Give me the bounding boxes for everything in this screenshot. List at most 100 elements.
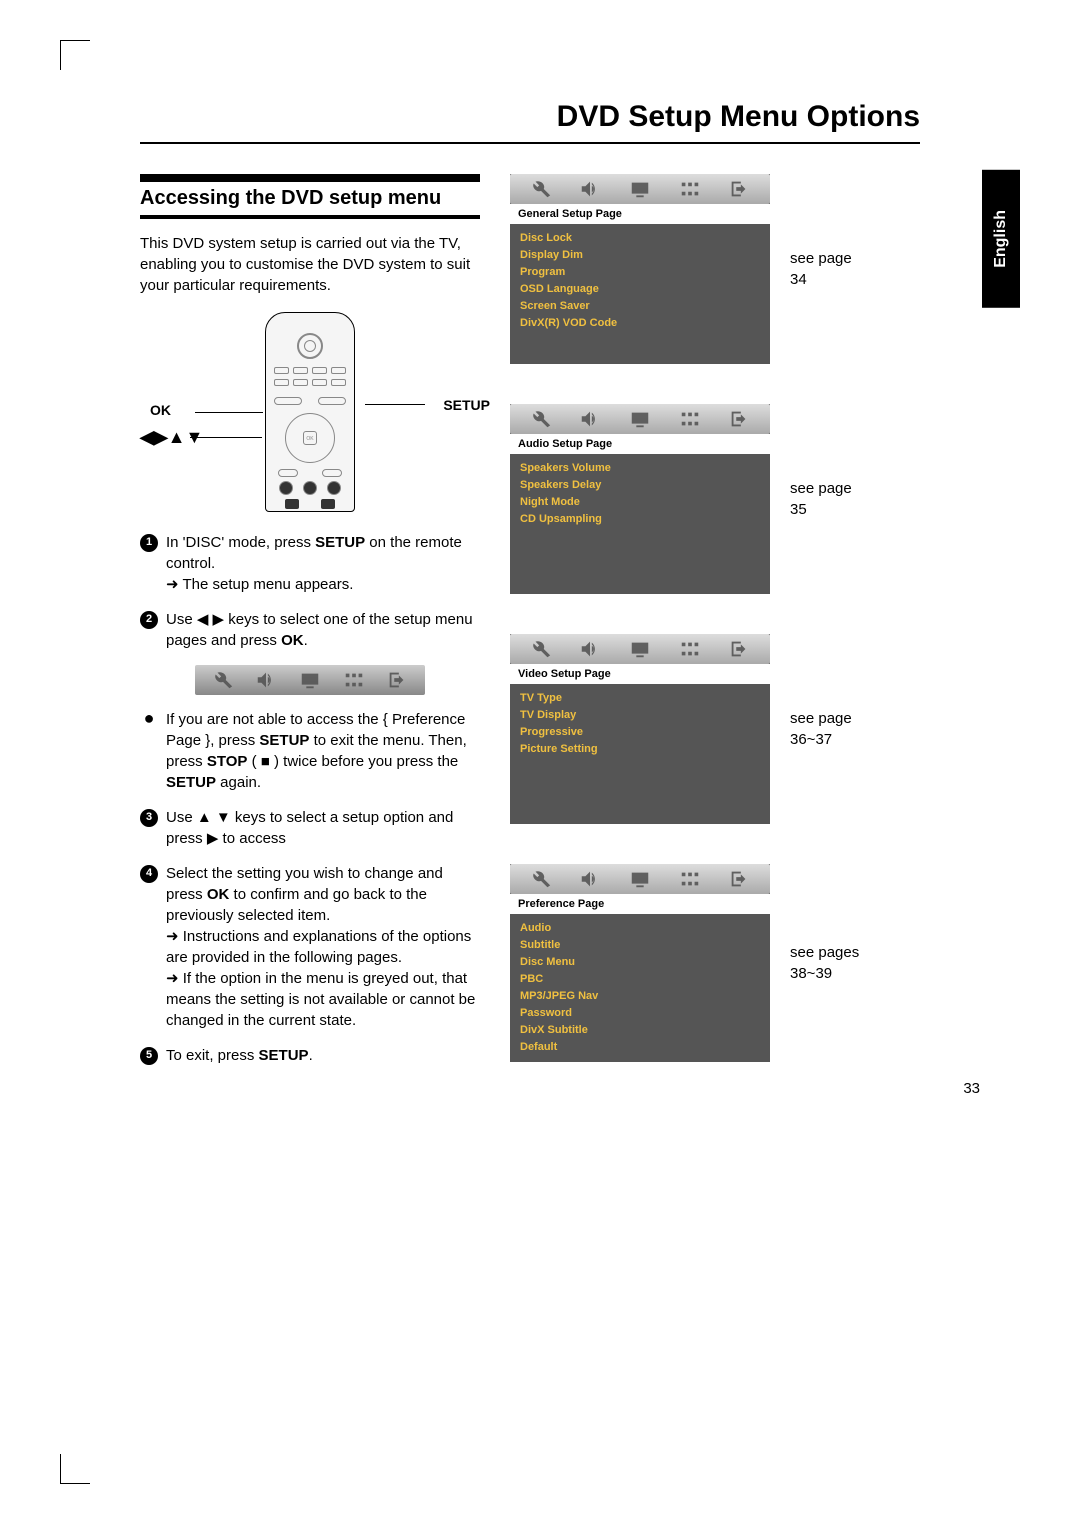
tv-icon bbox=[629, 408, 651, 430]
step-number: 5 bbox=[140, 1047, 158, 1065]
speaker-icon bbox=[579, 638, 601, 660]
section-underline bbox=[140, 215, 480, 219]
bullet-icon: ● bbox=[140, 709, 158, 793]
tv-icon bbox=[299, 669, 321, 691]
section-bar bbox=[140, 174, 480, 182]
menu-item: CD Upsampling bbox=[520, 511, 760, 528]
step-4-sub2: ➜ If the option in the menu is greyed ou… bbox=[166, 968, 480, 1031]
menu-header: General Setup Page bbox=[510, 204, 770, 224]
sliders-icon bbox=[343, 669, 365, 691]
step-5: 5 To exit, press SETUP. bbox=[140, 1045, 480, 1066]
exit-icon bbox=[386, 669, 408, 691]
menu-item: Screen Saver bbox=[520, 298, 760, 315]
exit-icon bbox=[728, 408, 750, 430]
menu-panel: Audio Setup PageSpeakers VolumeSpeakers … bbox=[510, 404, 770, 594]
crop-mark bbox=[60, 1454, 90, 1484]
tv-icon bbox=[629, 638, 651, 660]
sliders-icon bbox=[679, 868, 701, 890]
setup-label: SETUP bbox=[443, 397, 490, 413]
dpad-icon: OK bbox=[285, 413, 335, 463]
menu-tabs-icon-strip bbox=[510, 404, 770, 434]
menu-item: Disc Lock bbox=[520, 230, 760, 247]
speaker-icon bbox=[579, 178, 601, 200]
intro-text: This DVD system setup is carried out via… bbox=[140, 233, 480, 296]
remote-diagram: OK OK SETUP ◀▶▲▼ bbox=[190, 312, 430, 512]
step-2: 2 Use ◀ ▶ keys to select one of the setu… bbox=[140, 609, 480, 651]
menu-item: Progressive bbox=[520, 724, 760, 741]
exit-icon bbox=[728, 638, 750, 660]
tv-icon bbox=[629, 178, 651, 200]
step-1-sub: ➜ The setup menu appears. bbox=[166, 574, 480, 595]
exit-icon bbox=[728, 178, 750, 200]
menu-item: TV Type bbox=[520, 690, 760, 707]
menu-header: Video Setup Page bbox=[510, 664, 770, 684]
menu-item: Disc Menu bbox=[520, 954, 760, 971]
step-number: 1 bbox=[140, 534, 158, 552]
menu-body: AudioSubtitleDisc MenuPBCMP3/JPEG NavPas… bbox=[510, 914, 770, 1062]
wrench-icon bbox=[530, 638, 552, 660]
step-4-sub1: ➜ Instructions and explanations of the o… bbox=[166, 926, 480, 968]
sliders-icon bbox=[679, 638, 701, 660]
step-3: 3 Use ▲ ▼ keys to select a setup option … bbox=[140, 807, 480, 849]
menu-item: Subtitle bbox=[520, 937, 760, 954]
page-reference: see pages 38~39 bbox=[790, 942, 870, 984]
menu-item: DivX(R) VOD Code bbox=[520, 315, 760, 332]
ok-label: OK bbox=[150, 402, 171, 418]
tv-icon bbox=[629, 868, 651, 890]
column-right: General Setup PageDisc LockDisplay DimPr… bbox=[510, 174, 1000, 1102]
menu-panel-row: Video Setup PageTV TypeTV DisplayProgres… bbox=[510, 634, 1000, 824]
step-1: 1 In 'DISC' mode, press SETUP on the rem… bbox=[140, 532, 480, 595]
step-4: 4 Select the setting you wish to change … bbox=[140, 863, 480, 1031]
menu-item: Default bbox=[520, 1039, 760, 1056]
menu-body: Speakers VolumeSpeakers DelayNight ModeC… bbox=[510, 454, 770, 594]
menu-item: Program bbox=[520, 264, 760, 281]
menu-item: MP3/JPEG Nav bbox=[520, 988, 760, 1005]
menu-item: Speakers Volume bbox=[520, 460, 760, 477]
step-number: 3 bbox=[140, 809, 158, 827]
menu-panel-row: General Setup PageDisc LockDisplay DimPr… bbox=[510, 174, 1000, 364]
column-left: Accessing the DVD setup menu This DVD sy… bbox=[140, 174, 480, 1102]
menu-item: OSD Language bbox=[520, 281, 760, 298]
page-number: 33 bbox=[963, 1080, 980, 1097]
sliders-icon bbox=[679, 178, 701, 200]
menu-panel: Preference PageAudioSubtitleDisc MenuPBC… bbox=[510, 864, 770, 1062]
menu-panel: Video Setup PageTV TypeTV DisplayProgres… bbox=[510, 634, 770, 824]
menu-item: PBC bbox=[520, 971, 760, 988]
note-bullet: ● If you are not able to access the { Pr… bbox=[140, 709, 480, 793]
menu-item: Picture Setting bbox=[520, 741, 760, 758]
menu-item: Night Mode bbox=[520, 494, 760, 511]
menu-item: Display Dim bbox=[520, 247, 760, 264]
wrench-icon bbox=[530, 868, 552, 890]
title-rule bbox=[140, 142, 920, 144]
remote-body: OK bbox=[265, 312, 355, 512]
menu-tabs-icon-strip bbox=[510, 634, 770, 664]
menu-body: Disc LockDisplay DimProgramOSD LanguageS… bbox=[510, 224, 770, 364]
menu-header: Audio Setup Page bbox=[510, 434, 770, 454]
menu-tabs-icon-strip bbox=[510, 174, 770, 204]
setup-tabs-icon-strip bbox=[195, 665, 425, 695]
wrench-icon bbox=[530, 408, 552, 430]
menu-panel-row: Preference PageAudioSubtitleDisc MenuPBC… bbox=[510, 864, 1000, 1062]
speaker-icon bbox=[255, 669, 277, 691]
page-reference: see page 34 bbox=[790, 248, 870, 290]
ir-window-icon bbox=[297, 333, 323, 359]
speaker-icon bbox=[579, 868, 601, 890]
page-reference: see page 35 bbox=[790, 478, 870, 520]
menu-item: DivX Subtitle bbox=[520, 1022, 760, 1039]
menu-tabs-icon-strip bbox=[510, 864, 770, 894]
menu-panel: General Setup PageDisc LockDisplay DimPr… bbox=[510, 174, 770, 364]
speaker-icon bbox=[579, 408, 601, 430]
page-title: DVD Setup Menu Options bbox=[140, 100, 1000, 134]
sliders-icon bbox=[679, 408, 701, 430]
exit-icon bbox=[728, 868, 750, 890]
menu-item: TV Display bbox=[520, 707, 760, 724]
menu-item: Password bbox=[520, 1005, 760, 1022]
columns: Accessing the DVD setup menu This DVD sy… bbox=[140, 174, 1000, 1102]
wrench-icon bbox=[530, 178, 552, 200]
menu-panel-row: Audio Setup PageSpeakers VolumeSpeakers … bbox=[510, 404, 1000, 594]
menu-header: Preference Page bbox=[510, 894, 770, 914]
menu-body: TV TypeTV DisplayProgressivePicture Sett… bbox=[510, 684, 770, 824]
page-reference: see page 36~37 bbox=[790, 708, 870, 750]
step-number: 2 bbox=[140, 611, 158, 629]
language-tab: English bbox=[982, 170, 1020, 308]
